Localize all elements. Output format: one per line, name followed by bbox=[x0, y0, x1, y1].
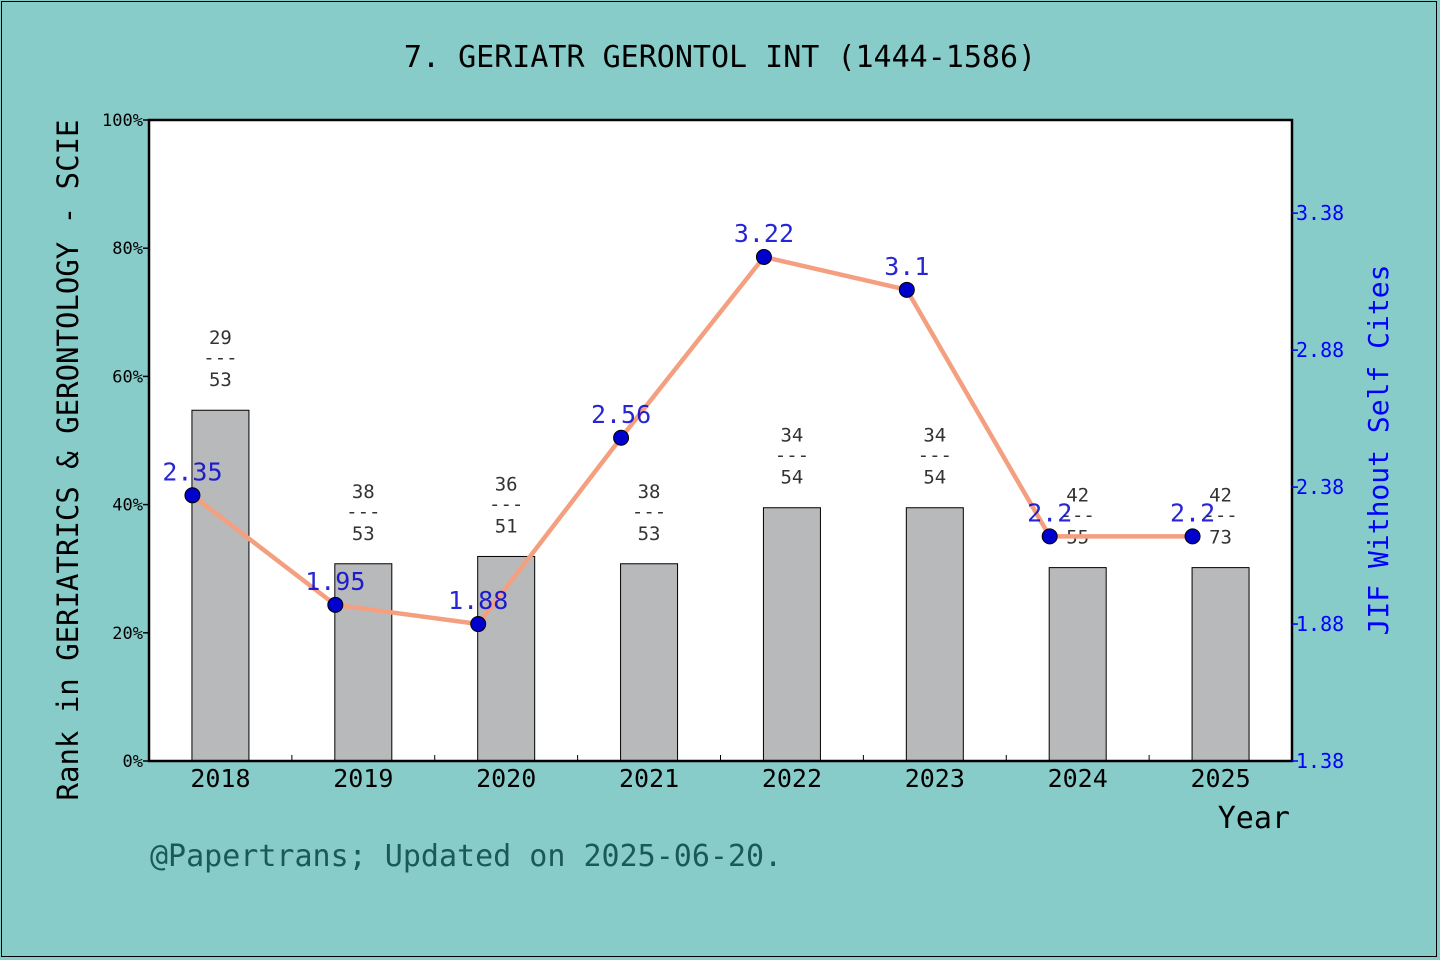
jif-point bbox=[613, 429, 630, 446]
x-tick-label: 2025 bbox=[1190, 764, 1250, 793]
y-tick-label: 60% bbox=[112, 367, 143, 387]
y-tick-label: 80% bbox=[112, 239, 143, 259]
y2-tick-label: 2.38 bbox=[1296, 475, 1344, 499]
bar-rank-separator: --- bbox=[1061, 505, 1095, 527]
y2-tick-label: 2.88 bbox=[1296, 338, 1344, 362]
plot-area bbox=[149, 120, 1292, 761]
bar-rank-label: 34 bbox=[923, 425, 946, 447]
y2-tick-label: 1.88 bbox=[1296, 612, 1344, 636]
bar-rank-separator: --- bbox=[918, 445, 952, 467]
x-tick-label: 2018 bbox=[190, 764, 250, 793]
y2-tick-label: 1.38 bbox=[1296, 749, 1344, 773]
y-tick-label: 100% bbox=[102, 111, 143, 131]
bar-total-label: 53 bbox=[352, 523, 375, 545]
jif-value-label: 1.95 bbox=[305, 567, 365, 596]
jif-line bbox=[191, 254, 1193, 627]
bar-rank-separator: --- bbox=[632, 501, 666, 523]
chart-title: 7. GERIATR GERONTOL INT (1444-1586) bbox=[404, 40, 1036, 75]
bar bbox=[191, 409, 250, 762]
bar-total-label: 73 bbox=[1209, 527, 1232, 549]
bar-rank-label: 36 bbox=[495, 473, 518, 495]
bar-rank-separator: --- bbox=[346, 501, 380, 523]
jif-point bbox=[184, 487, 201, 504]
x-tick-label: 2019 bbox=[333, 764, 393, 793]
bar-rank-label: 29 bbox=[209, 327, 232, 349]
jif-value-label: 3.1 bbox=[884, 252, 929, 281]
bar bbox=[1191, 567, 1250, 762]
bar bbox=[905, 507, 964, 762]
jif-point bbox=[327, 596, 344, 613]
x-tick-label: 2021 bbox=[619, 764, 679, 793]
bar-rank-separator: --- bbox=[1203, 505, 1237, 527]
bar bbox=[334, 563, 393, 762]
bar-total-label: 54 bbox=[923, 467, 946, 489]
bar-rank-label: 38 bbox=[352, 481, 375, 503]
y2-axis-label: JIF Without Self Cites bbox=[1362, 265, 1395, 636]
x-axis-label: Year bbox=[1218, 801, 1290, 836]
bar-rank-label: 38 bbox=[638, 481, 661, 503]
bar-total-label: 54 bbox=[780, 467, 803, 489]
bar-rank-separator: --- bbox=[489, 493, 523, 515]
bar bbox=[620, 563, 679, 762]
x-tick-label: 2024 bbox=[1048, 764, 1108, 793]
bar bbox=[1048, 567, 1107, 762]
bar bbox=[762, 507, 821, 762]
footnote: @Papertrans; Updated on 2025-06-20. bbox=[150, 839, 782, 874]
jif-value-label: 2.2 bbox=[1170, 498, 1215, 527]
jif-point bbox=[755, 248, 772, 265]
jif-value-label: 2.35 bbox=[162, 457, 222, 486]
y-axis-label: Rank in GERIATRICS & GERONTOLOGY - SCIE bbox=[51, 120, 85, 801]
bar-total-label: 53 bbox=[209, 369, 232, 391]
bar-rank-label: 42 bbox=[1066, 485, 1089, 507]
x-tick-label: 2020 bbox=[476, 764, 536, 793]
jif-value-label: 3.22 bbox=[734, 219, 794, 248]
x-tick-label: 2022 bbox=[762, 764, 822, 793]
y-tick-label: 20% bbox=[112, 624, 143, 644]
y2-tick-label: 3.38 bbox=[1296, 201, 1344, 225]
jif-point bbox=[1041, 528, 1058, 545]
jif-point bbox=[470, 616, 487, 633]
x-tick-label: 2023 bbox=[905, 764, 965, 793]
bar-rank-label: 34 bbox=[780, 425, 803, 447]
bar-rank-separator: --- bbox=[775, 445, 809, 467]
jif-point bbox=[898, 281, 915, 298]
jif-value-label: 1.88 bbox=[448, 586, 508, 615]
bar-rank-label: 42 bbox=[1209, 485, 1232, 507]
jif-value-label: 2.56 bbox=[591, 400, 651, 429]
bar-total-label: 53 bbox=[638, 523, 661, 545]
y-tick-label: 0% bbox=[123, 752, 143, 772]
jif-value-label: 2.2 bbox=[1027, 498, 1072, 527]
jif-point bbox=[1184, 528, 1201, 545]
y-tick-label: 40% bbox=[112, 496, 143, 516]
bar-total-label: 51 bbox=[495, 515, 518, 537]
bar-rank-separator: --- bbox=[203, 347, 237, 369]
